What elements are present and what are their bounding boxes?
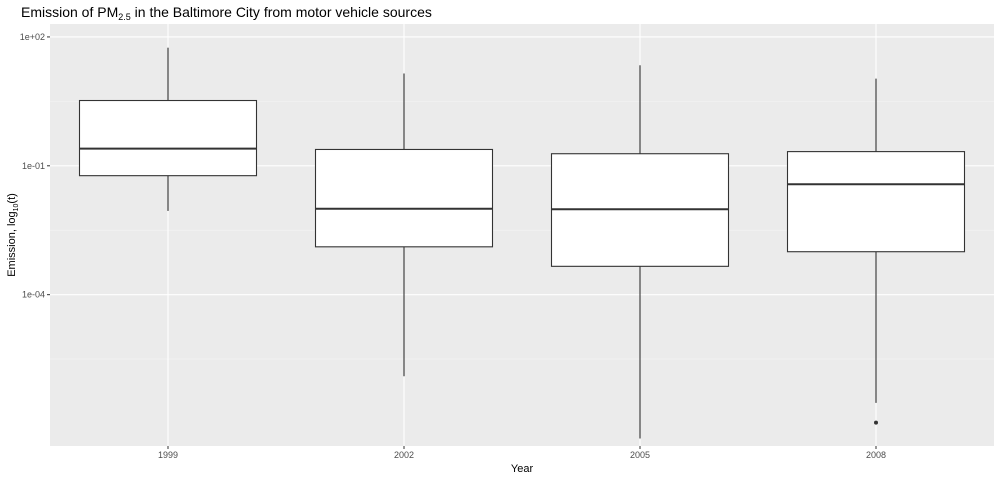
y-axis-ticks: 1e+02 1e-01 1e-04 bbox=[20, 32, 50, 300]
iqr-box bbox=[78, 99, 258, 177]
x-tick-label: 2008 bbox=[866, 450, 886, 460]
box-2008 bbox=[786, 78, 966, 425]
box-2005 bbox=[550, 65, 730, 439]
outlier-point bbox=[874, 420, 878, 425]
iqr-box bbox=[786, 151, 966, 253]
box-1999 bbox=[78, 47, 258, 211]
y-tick-label: 1e-04 bbox=[22, 290, 45, 300]
y-axis-title-prefix: Emission, log bbox=[6, 211, 18, 276]
y-tick-label: 1e-01 bbox=[22, 161, 45, 171]
x-tick-label: 2002 bbox=[394, 450, 414, 460]
x-axis-ticks: 1999 2002 2005 2008 bbox=[158, 446, 886, 460]
chart-title: Emission of PM2.5 in the Baltimore City … bbox=[21, 4, 432, 22]
iqr-box bbox=[314, 148, 494, 248]
y-axis-title-subscript: 10 bbox=[13, 203, 20, 211]
y-axis-title-suffix: (t) bbox=[6, 193, 18, 203]
y-axis-title: Emission, log10(t) bbox=[6, 193, 20, 277]
box-2002 bbox=[314, 73, 494, 377]
x-tick-label: 1999 bbox=[158, 450, 178, 460]
x-axis-title: Year bbox=[511, 463, 534, 475]
boxes bbox=[78, 47, 966, 439]
y-tick-label: 1e+02 bbox=[20, 32, 45, 42]
chart-title-rest: in the Baltimore City from motor vehicle… bbox=[131, 4, 432, 20]
chart-title-subscript: 2.5 bbox=[118, 12, 131, 22]
x-tick-label: 2005 bbox=[630, 450, 650, 460]
chart-title-main: Emission of PM bbox=[21, 4, 118, 20]
